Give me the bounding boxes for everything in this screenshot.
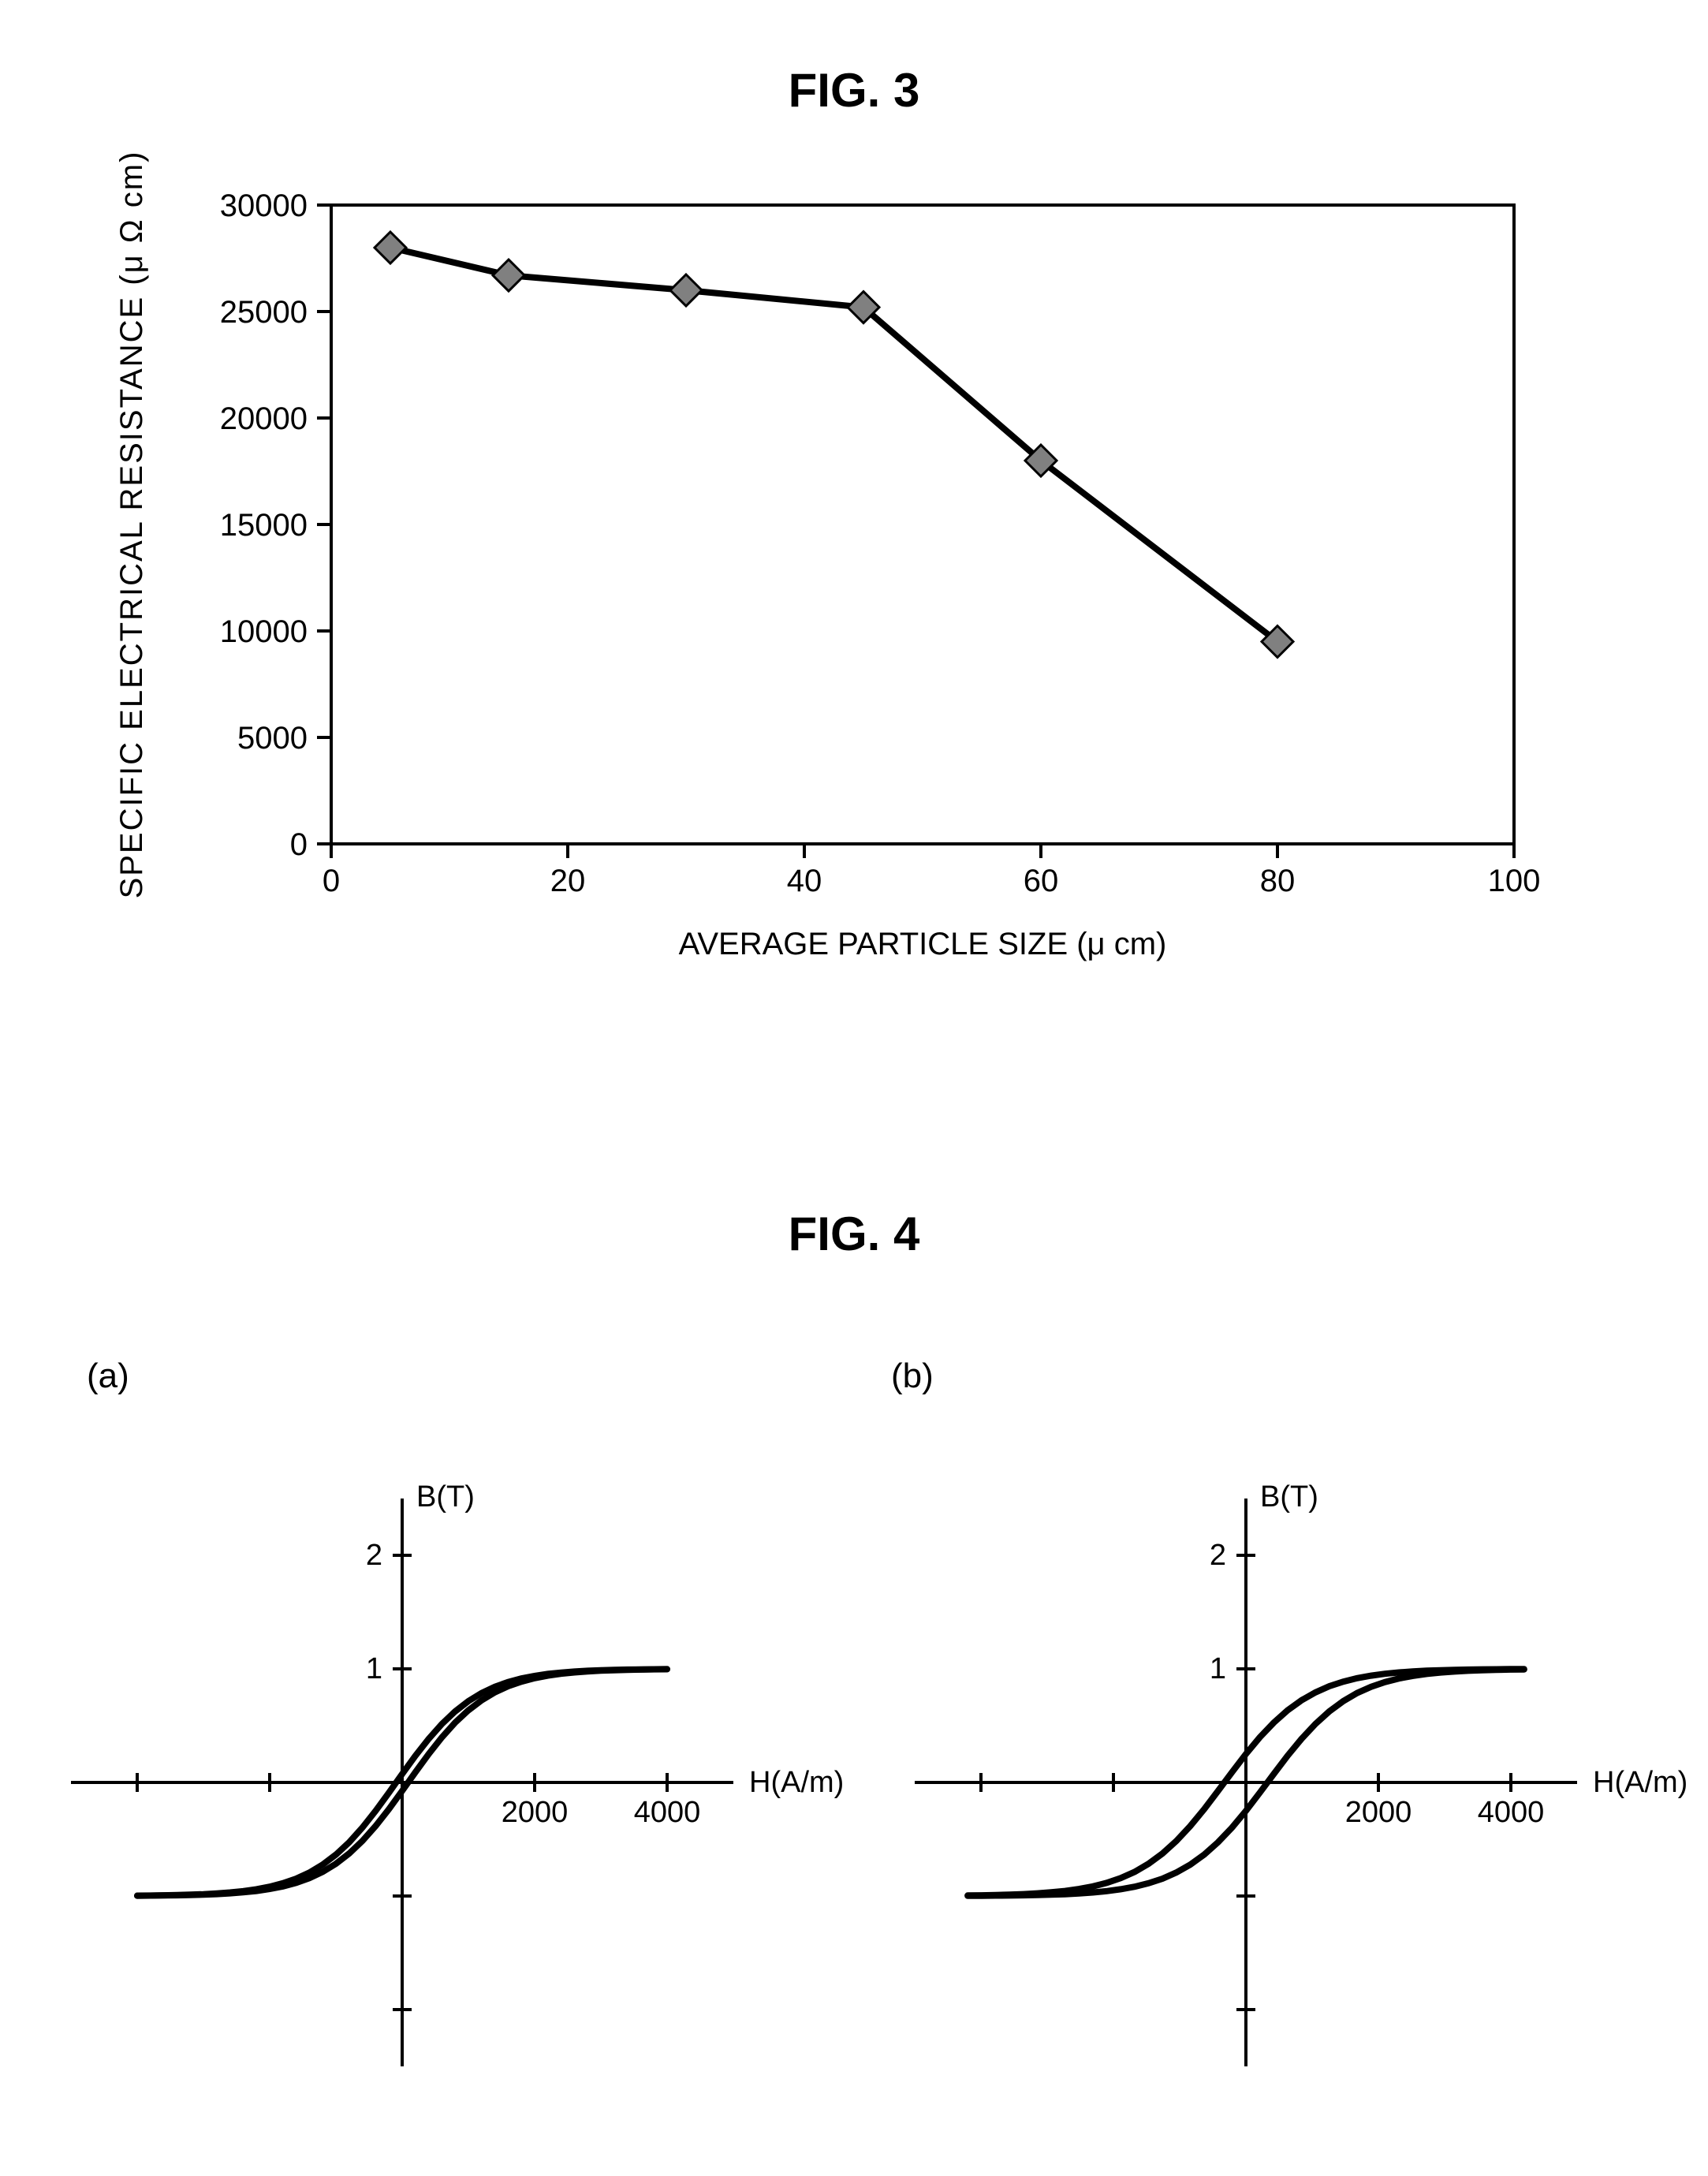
svg-text:2: 2 [1210,1539,1226,1572]
svg-text:0: 0 [290,827,308,862]
svg-text:25000: 25000 [220,295,308,330]
svg-text:2: 2 [366,1539,382,1572]
svg-text:20: 20 [550,864,586,898]
svg-text:SPECIFIC ELECTRICAL RESISTANCE: SPECIFIC ELECTRICAL RESISTANCE (μ Ω cm) [114,151,149,899]
svg-text:5000: 5000 [237,721,308,756]
svg-text:B(T): B(T) [416,1480,475,1513]
svg-text:100: 100 [1488,864,1541,898]
svg-text:1: 1 [1210,1652,1226,1685]
svg-text:2000: 2000 [1345,1796,1412,1829]
svg-text:AVERAGE PARTICLE SIZE (μ cm): AVERAGE PARTICLE SIZE (μ cm) [679,927,1167,961]
fig3-chart: 0 5000 10000 15000 20000 25000 30000 0 20 40 60 80 1… [0,0,1708,1025]
svg-text:80: 80 [1260,864,1296,898]
svg-text:B(T): B(T) [1260,1480,1318,1513]
svg-text:60: 60 [1024,864,1059,898]
svg-text:0: 0 [323,864,340,898]
svg-text:H(A/m): H(A/m) [1593,1766,1687,1799]
svg-text:15000: 15000 [220,508,308,543]
svg-text:10000: 10000 [220,614,308,649]
svg-text:2000: 2000 [502,1796,569,1829]
svg-text:4000: 4000 [1478,1796,1545,1829]
svg-text:20000: 20000 [220,401,308,436]
fig4-chart: 2000 4000 1 2 H(A/m) B(T) 2000 4000 1 2 H(A/m) B(T… [0,1380,1708,2169]
svg-text:H(A/m): H(A/m) [749,1766,844,1799]
svg-text:4000: 4000 [634,1796,701,1829]
page: FIG. 3 050001000015000200002500030000020… [0,0,1708,2176]
svg-text:1: 1 [366,1652,382,1685]
fig4-title: FIG. 4 [0,1207,1708,1261]
svg-text:40: 40 [787,864,822,898]
svg-text:30000: 30000 [220,188,308,223]
